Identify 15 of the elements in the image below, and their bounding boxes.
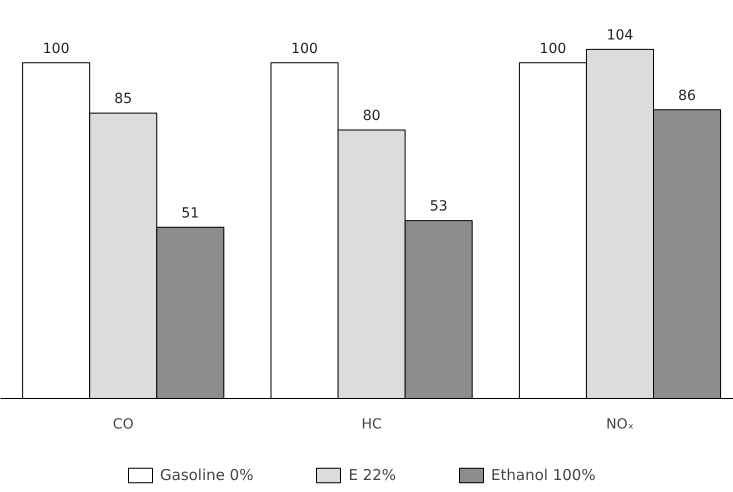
data-label: 85 [114,91,132,108]
data-label: 104 [606,27,634,44]
legend-label: E 22% [348,466,396,484]
data-label: 80 [362,108,381,124]
data-label: 51 [181,205,200,222]
data-label: 100 [540,40,566,57]
data-label: 86 [678,88,696,104]
data-label: 100 [291,40,318,57]
x-tick-label: HC [361,416,382,432]
data-label: 100 [42,40,70,57]
x-tick-label: NOₓ [606,416,634,432]
legend-label: Ethanol 100% [491,466,596,484]
legend-label: Gasoline 0% [160,466,254,484]
data-label: 53 [430,198,448,215]
x-tick-label: CO [112,416,134,432]
